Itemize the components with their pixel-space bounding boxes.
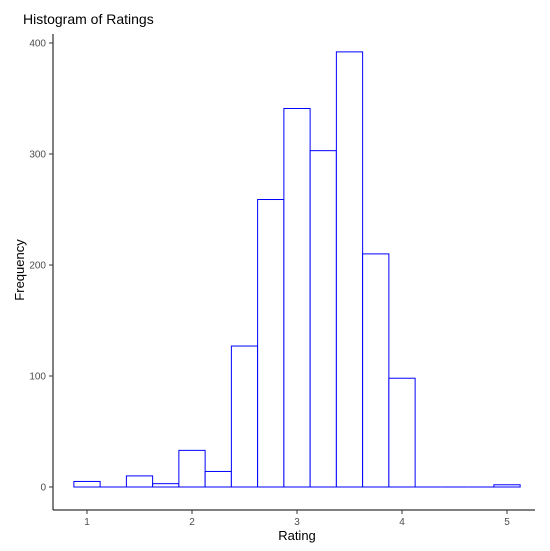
y-axis-label: Frequency <box>12 239 27 301</box>
histogram-bar-4 <box>178 449 206 488</box>
bars-group <box>73 51 521 488</box>
histogram-bar-9 <box>309 150 337 488</box>
x-tick-label-1: 2 <box>189 517 195 528</box>
y-tick-label-0: 0 <box>40 483 46 494</box>
histogram-bar-5 <box>204 470 232 488</box>
y-tick-label-3: 300 <box>29 150 46 161</box>
histogram-bar-10 <box>335 51 364 488</box>
y-tick-label-1: 100 <box>29 372 46 383</box>
histogram-bar-2 <box>125 475 154 488</box>
y-ticks-group: 0 100 200 300 400 <box>29 39 53 494</box>
histogram-bar-12 <box>388 377 416 488</box>
histogram-bar-8 <box>283 107 311 488</box>
histogram-bar-11 <box>362 253 390 488</box>
histogram-bar-0 <box>73 480 101 488</box>
x-tick-label-2: 3 <box>294 517 300 528</box>
x-axis-label: Rating <box>278 528 316 543</box>
chart-title: Histogram of Ratings <box>23 11 154 27</box>
y-tick-label-4: 400 <box>29 39 46 50</box>
x-tick-label-3: 4 <box>399 517 405 528</box>
x-ticks-group: 1 2 3 4 5 <box>84 510 510 528</box>
histogram-bar-16 <box>493 484 521 488</box>
x-tick-label-4: 5 <box>504 517 510 528</box>
y-tick-label-2: 200 <box>29 261 46 272</box>
histogram-bar-6 <box>230 345 259 488</box>
histogram-bar-7 <box>257 199 285 488</box>
histogram-bar-3 <box>152 483 180 488</box>
x-tick-label-0: 1 <box>84 517 90 528</box>
